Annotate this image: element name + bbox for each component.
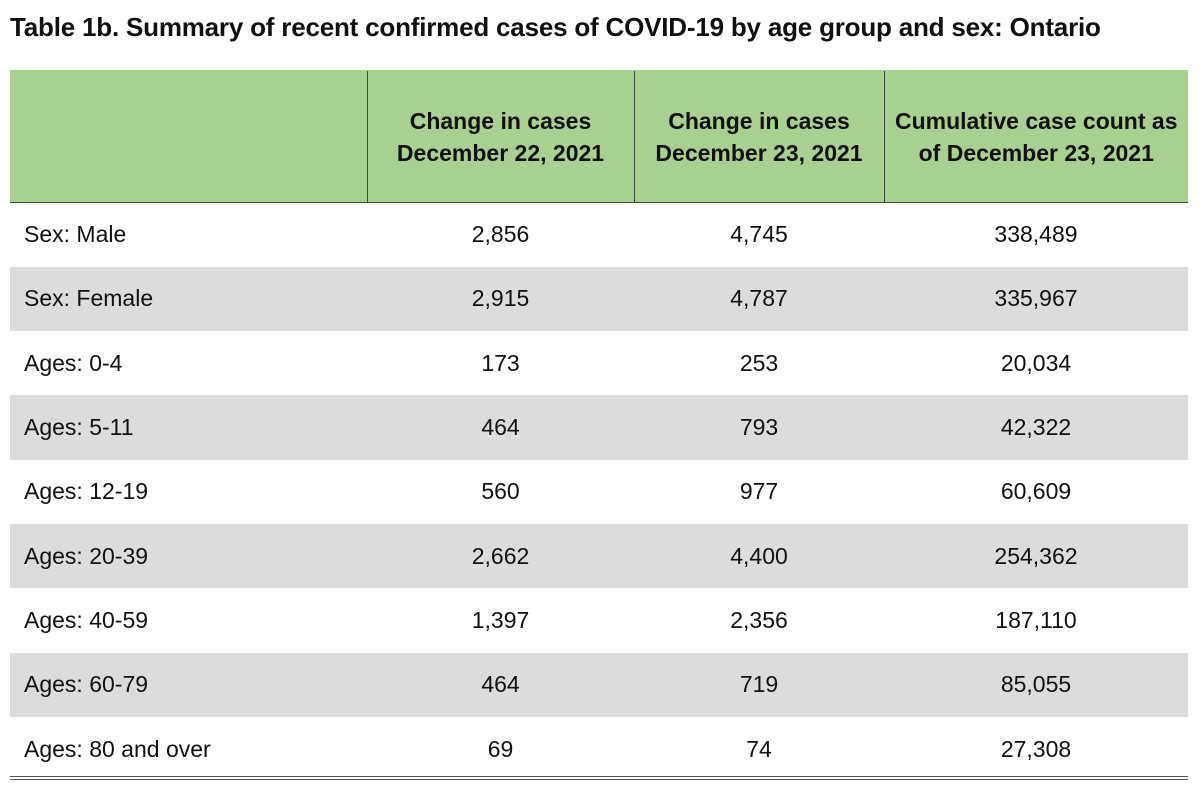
- table-row: Ages: 40-59 1,397 2,356 187,110: [10, 588, 1188, 652]
- table-title: Table 1b. Summary of recent confirmed ca…: [10, 12, 1101, 42]
- cumulative-cell: 27,308: [1000, 735, 1072, 762]
- table-row: Ages: 80 and over 69 74 27,308: [10, 717, 1188, 781]
- header-cell-cumulative: Cumulative case count as of December 23,…: [883, 70, 1188, 203]
- change-dec-22-cell: 464: [367, 652, 634, 717]
- table-row: Ages: 20-39 2,662 4,400 254,362: [10, 523, 1188, 589]
- table-row: Ages: 5-11 464 793 42,322: [10, 395, 1188, 460]
- change-dec-22-cell: 560: [481, 478, 520, 505]
- change-dec-23-cell: 4,400: [634, 523, 884, 589]
- table-row: Ages: 60-79 464 719 85,055: [10, 652, 1188, 717]
- row-label-cell: Sex: Male: [24, 221, 127, 248]
- cumulative-cell: 60,609: [1000, 478, 1072, 505]
- change-dec-23-cell: 74: [746, 735, 772, 762]
- cumulative-cell: 338,489: [994, 221, 1078, 248]
- change-dec-23-cell: 793: [634, 395, 884, 460]
- table-row: Ages: 12-19 560 977 60,609: [10, 460, 1188, 524]
- cumulative-cell: 254,362: [884, 523, 1188, 589]
- row-label-cell: Ages: 40-59: [24, 606, 149, 633]
- table-header-row: Change in cases December 22, 2021 Change…: [10, 70, 1188, 203]
- header-cell-category: [10, 70, 367, 203]
- table-row: Sex: Male 2,856 4,745 338,489: [10, 203, 1188, 267]
- change-dec-22-cell: 2,662: [367, 523, 634, 589]
- cumulative-cell: 85,055: [884, 652, 1188, 717]
- cumulative-cell: 335,967: [884, 266, 1188, 332]
- row-label-cell: Ages: 0-4: [24, 349, 123, 376]
- header-cell-change-dec-23: Change in cases December 23, 2021: [633, 70, 884, 203]
- cumulative-cell: 42,322: [884, 395, 1188, 460]
- change-dec-22-cell: 2,856: [471, 221, 530, 248]
- change-dec-23-cell: 2,356: [730, 606, 788, 633]
- change-dec-22-cell: 464: [367, 395, 634, 460]
- table-body: Sex: Male 2,856 4,745 338,489 Sex: Femal…: [10, 203, 1188, 782]
- change-dec-23-cell: 719: [634, 652, 884, 717]
- header-cell-change-dec-22: Change in cases December 22, 2021: [366, 70, 634, 203]
- table-row: Sex: Female 2,915 4,787 335,967: [10, 266, 1188, 332]
- change-dec-23-cell: 253: [739, 349, 779, 376]
- row-label-cell: Ages: 80 and over: [24, 735, 211, 762]
- row-label-cell: Ages: 60-79: [10, 652, 367, 717]
- change-dec-22-cell: 69: [487, 735, 514, 762]
- change-dec-23-cell: 4,745: [730, 221, 788, 248]
- change-dec-22-cell: 2,915: [367, 266, 634, 332]
- change-dec-23-cell: 4,787: [634, 266, 884, 332]
- change-dec-23-cell: 977: [739, 478, 779, 505]
- row-label-cell: Sex: Female: [10, 266, 367, 332]
- row-label-cell: Ages: 5-11: [10, 395, 367, 460]
- row-label-cell: Ages: 20-39: [10, 523, 367, 589]
- change-dec-22-cell: 1,397: [471, 606, 530, 633]
- table-bottom-rule: [10, 776, 1188, 780]
- table-row: Ages: 0-4 173 253 20,034: [10, 331, 1188, 395]
- cases-table: Change in cases December 22, 2021 Change…: [10, 70, 1188, 781]
- cumulative-cell: 20,034: [1000, 349, 1072, 376]
- change-dec-22-cell: 173: [481, 349, 520, 376]
- row-label-cell: Ages: 12-19: [24, 478, 149, 505]
- cumulative-cell: 187,110: [995, 606, 1077, 633]
